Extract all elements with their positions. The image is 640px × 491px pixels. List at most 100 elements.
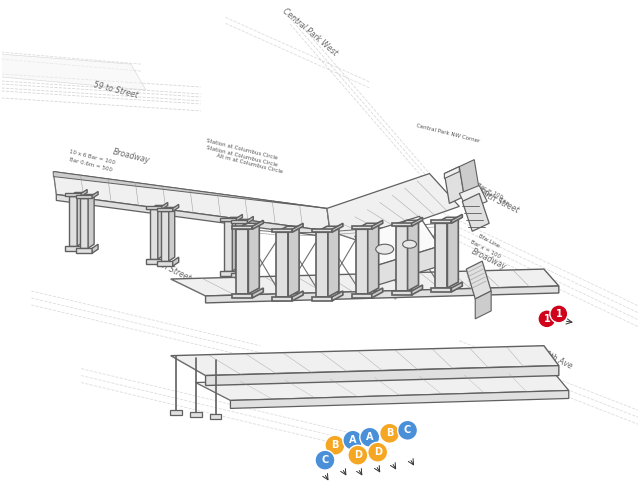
Polygon shape [77,192,83,246]
Polygon shape [412,218,422,226]
Text: C: C [404,425,411,436]
Polygon shape [225,221,232,271]
Polygon shape [1,54,146,90]
Polygon shape [171,269,559,296]
Polygon shape [173,204,179,211]
Text: 59 to Street: 59 to Street [93,80,140,100]
Polygon shape [312,297,332,301]
Text: B: B [386,428,394,438]
Polygon shape [92,244,98,253]
Text: 14 x 6 Bar = 100: 14 x 6 Bar = 100 [460,173,503,200]
Circle shape [315,450,335,470]
Text: Bfw Line: Bfw Line [477,234,500,249]
Text: Central Park NW Corner: Central Park NW Corner [415,123,480,144]
Polygon shape [189,412,202,417]
Text: Station at Columbus Circle: Station at Columbus Circle [205,145,278,168]
Text: 59th Street: 59th Street [477,188,521,215]
Circle shape [360,427,380,447]
Polygon shape [356,229,368,294]
Polygon shape [65,193,81,196]
Polygon shape [392,291,412,295]
Polygon shape [221,271,236,276]
Polygon shape [451,215,462,223]
Polygon shape [332,291,343,301]
Polygon shape [236,267,243,276]
Polygon shape [232,220,247,223]
Polygon shape [355,217,440,266]
Polygon shape [169,207,175,261]
Polygon shape [460,186,487,209]
Text: Broadway: Broadway [111,148,150,165]
Text: Mhcd 16: Mhcd 16 [375,285,397,300]
Text: 8th Ave: 8th Ave [543,350,574,371]
Polygon shape [276,226,299,232]
Polygon shape [232,273,247,278]
Polygon shape [292,291,303,301]
Polygon shape [150,205,164,209]
Text: D: D [374,447,381,457]
Polygon shape [444,166,464,203]
Polygon shape [88,194,94,248]
Polygon shape [328,226,339,297]
Polygon shape [372,288,383,298]
Polygon shape [243,219,250,273]
Polygon shape [236,223,259,229]
Polygon shape [171,346,559,376]
Polygon shape [232,218,239,271]
Circle shape [380,423,399,443]
Polygon shape [248,223,259,294]
Polygon shape [332,223,343,232]
Polygon shape [460,160,479,196]
Polygon shape [447,218,458,288]
Text: Alt m at Columbus Circle: Alt m at Columbus Circle [216,153,283,174]
Polygon shape [162,202,168,209]
Polygon shape [80,194,94,198]
Polygon shape [225,218,239,221]
Polygon shape [327,173,460,241]
Polygon shape [53,171,330,231]
Polygon shape [230,390,569,409]
Polygon shape [316,232,328,297]
Text: D: D [354,450,362,460]
Polygon shape [81,190,87,196]
Polygon shape [368,223,379,294]
Polygon shape [205,286,559,303]
Polygon shape [435,223,447,288]
Polygon shape [352,294,372,298]
Polygon shape [272,229,292,232]
Polygon shape [158,205,164,259]
Circle shape [325,436,345,455]
Polygon shape [236,223,243,273]
Polygon shape [462,193,489,231]
Polygon shape [56,194,330,237]
Polygon shape [173,257,179,266]
Circle shape [343,430,363,450]
Polygon shape [375,246,440,286]
Polygon shape [396,220,419,226]
Text: A: A [349,435,356,445]
Polygon shape [431,288,451,292]
Text: Broadway: Broadway [470,247,508,272]
Polygon shape [232,226,252,229]
Polygon shape [80,198,88,248]
Polygon shape [444,166,460,179]
Ellipse shape [403,240,417,248]
Text: A: A [366,432,374,442]
Polygon shape [435,218,458,223]
Polygon shape [232,294,252,298]
Polygon shape [69,196,77,246]
Ellipse shape [376,244,394,254]
Polygon shape [316,226,339,232]
Text: Bar x = 100: Bar x = 100 [469,239,500,259]
Polygon shape [408,220,419,291]
Polygon shape [161,211,169,261]
Text: 1: 1 [556,309,562,319]
Polygon shape [252,220,263,229]
Polygon shape [76,248,92,253]
Circle shape [550,305,568,323]
Polygon shape [209,414,221,419]
Polygon shape [150,209,158,259]
Polygon shape [476,291,491,319]
Polygon shape [81,242,87,251]
Text: C: C [321,455,328,465]
